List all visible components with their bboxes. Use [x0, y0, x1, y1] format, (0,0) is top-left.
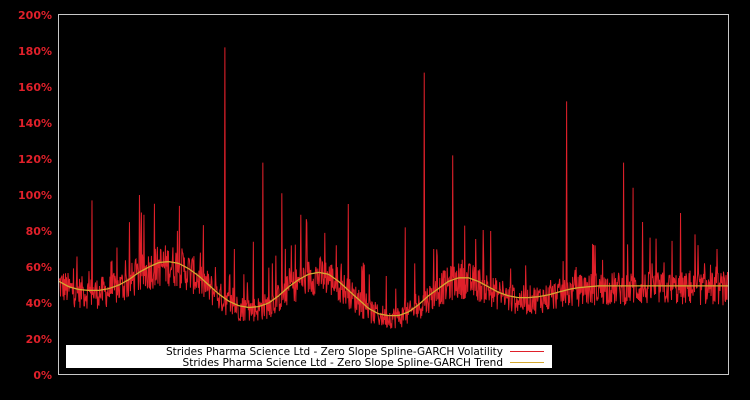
trend-series	[58, 260, 728, 317]
y-tick-label: 160%	[18, 81, 52, 94]
y-tick-label: 120%	[18, 153, 52, 166]
y-axis-tick-labels: 0% 20% 40% 60% 80% 100% 120% 140% 160% 180% 200%	[18, 9, 52, 382]
trend-line	[58, 260, 728, 317]
legend-item-volatility: Strides Pharma Science Ltd - Zero Slope …	[165, 345, 544, 358]
y-tick-label: 100%	[18, 189, 52, 202]
volatility-series	[58, 47, 729, 329]
legend-swatch-trend-icon	[510, 362, 544, 363]
legend-swatch-volatility-icon	[510, 351, 544, 352]
y-tick-label: 180%	[18, 45, 52, 58]
legend: Strides Pharma Science Ltd - Zero Slope …	[66, 345, 552, 369]
volatility-line	[58, 47, 729, 329]
y-tick-label: 60%	[26, 261, 52, 274]
y-tick-label: 80%	[26, 225, 52, 238]
legend-label-trend: Strides Pharma Science Ltd - Zero Slope …	[182, 356, 503, 369]
legend-item-trend: Strides Pharma Science Ltd - Zero Slope …	[182, 356, 544, 369]
y-tick-label: 0%	[33, 369, 52, 382]
y-tick-label: 20%	[26, 333, 52, 346]
y-tick-label: 140%	[18, 117, 52, 130]
legend-label-volatility: Strides Pharma Science Ltd - Zero Slope …	[165, 345, 503, 358]
y-tick-label: 200%	[18, 9, 52, 22]
y-tick-label: 40%	[26, 297, 52, 310]
plot-area-frame	[58, 14, 729, 375]
